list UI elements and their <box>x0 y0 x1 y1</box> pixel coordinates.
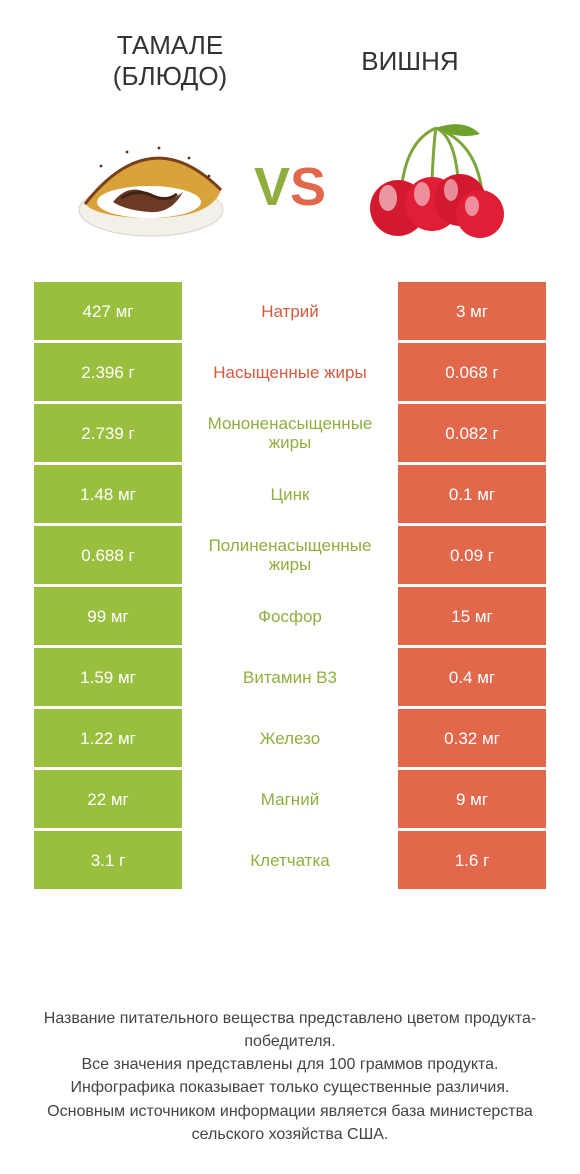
vs-row: VS <box>0 102 580 282</box>
nutrient-name-cell: Полиненасыщенные жиры <box>182 526 398 584</box>
table-row: 1.59 мгВитамин B30.4 мг <box>34 648 546 706</box>
right-value-cell: 0.32 мг <box>398 709 546 767</box>
header: ТАМАЛЕ (БЛЮДО) ВИШНЯ <box>0 0 580 102</box>
right-value-cell: 0.1 мг <box>398 465 546 523</box>
right-value-cell: 0.4 мг <box>398 648 546 706</box>
nutrient-name-cell: Железо <box>182 709 398 767</box>
nutrient-name-cell: Цинк <box>182 465 398 523</box>
nutrient-name-cell: Витамин B3 <box>182 648 398 706</box>
vs-label: VS <box>254 156 326 218</box>
right-value-cell: 1.6 г <box>398 831 546 889</box>
table-row: 427 мгНатрий3 мг <box>34 282 546 340</box>
right-value-cell: 15 мг <box>398 587 546 645</box>
nutrient-name-cell: Натрий <box>182 282 398 340</box>
table-row: 2.739 гМононенасыщенные жиры0.082 г <box>34 404 546 462</box>
comparison-table: 427 мгНатрий3 мг2.396 гНасыщенные жиры0.… <box>0 282 580 889</box>
left-value-cell: 1.22 мг <box>34 709 182 767</box>
tamale-image <box>69 122 234 252</box>
left-title-line2: (БЛЮДО) <box>50 61 290 92</box>
table-row: 1.22 мгЖелезо0.32 мг <box>34 709 546 767</box>
left-value-cell: 2.396 г <box>34 343 182 401</box>
right-product-title: ВИШНЯ <box>290 30 530 92</box>
right-value-cell: 3 мг <box>398 282 546 340</box>
left-value-cell: 22 мг <box>34 770 182 828</box>
nutrient-name-cell: Клетчатка <box>182 831 398 889</box>
nutrient-name-cell: Магний <box>182 770 398 828</box>
left-value-cell: 99 мг <box>34 587 182 645</box>
footer-notes: Название питательного вещества представл… <box>0 1007 580 1146</box>
nutrient-name-cell: Насыщенные жиры <box>182 343 398 401</box>
right-value-cell: 9 мг <box>398 770 546 828</box>
left-value-cell: 1.48 мг <box>34 465 182 523</box>
left-value-cell: 3.1 г <box>34 831 182 889</box>
footer-line-4: Основным источником информации является … <box>22 1100 558 1146</box>
footer-line-3: Инфографика показывает только существенн… <box>22 1076 558 1099</box>
left-product-title: ТАМАЛЕ (БЛЮДО) <box>50 30 290 92</box>
right-title: ВИШНЯ <box>361 46 458 77</box>
table-row: 99 мгФосфор15 мг <box>34 587 546 645</box>
right-value-cell: 0.09 г <box>398 526 546 584</box>
right-value-cell: 0.082 г <box>398 404 546 462</box>
cherries-image <box>346 122 511 252</box>
table-row: 0.688 гПолиненасыщенные жиры0.09 г <box>34 526 546 584</box>
left-title-line1: ТАМАЛЕ <box>50 30 290 61</box>
nutrient-name-cell: Мононенасыщенные жиры <box>182 404 398 462</box>
cherries-icon <box>354 122 504 252</box>
left-value-cell: 0.688 г <box>34 526 182 584</box>
nutrient-name-cell: Фосфор <box>182 587 398 645</box>
footer-line-1: Название питательного вещества представл… <box>22 1007 558 1053</box>
left-value-cell: 1.59 мг <box>34 648 182 706</box>
left-value-cell: 2.739 г <box>34 404 182 462</box>
table-row: 1.48 мгЦинк0.1 мг <box>34 465 546 523</box>
left-value-cell: 427 мг <box>34 282 182 340</box>
right-value-cell: 0.068 г <box>398 343 546 401</box>
vs-v: V <box>254 157 290 217</box>
table-row: 22 мгМагний9 мг <box>34 770 546 828</box>
footer-line-2: Все значения представлены для 100 граммо… <box>22 1053 558 1076</box>
table-row: 2.396 гНасыщенные жиры0.068 г <box>34 343 546 401</box>
tamale-icon <box>71 132 231 242</box>
table-row: 3.1 гКлетчатка1.6 г <box>34 831 546 889</box>
vs-s: S <box>290 157 326 217</box>
